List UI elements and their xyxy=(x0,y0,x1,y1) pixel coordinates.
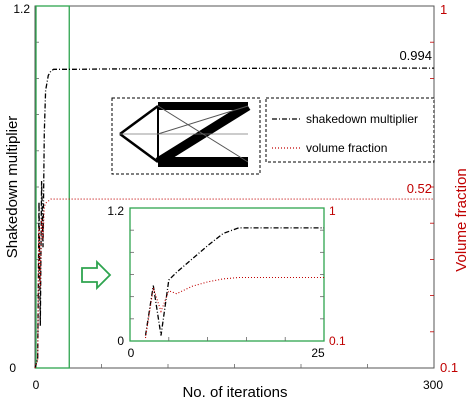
inset-series-shakedown-multiplier xyxy=(144,227,324,336)
inset-y-left-tick-top: 1.2 xyxy=(107,204,124,218)
inset-right-ticks xyxy=(320,229,324,320)
inset-plot-frame xyxy=(129,207,325,342)
annotation-volume-final: 0.52 xyxy=(407,181,432,196)
main-y-left-tick-top: 1.2 xyxy=(13,2,30,16)
legend-label-shakedown: shakedown multiplier xyxy=(306,112,418,126)
y-axis-label-right: Volume fraction xyxy=(453,168,470,271)
main-y-left-tick-bottom: 0 xyxy=(9,361,16,375)
right-arrow-icon xyxy=(81,259,112,291)
inset-left-ticks xyxy=(130,229,134,320)
x-axis-label: No. of iterations xyxy=(182,384,287,401)
y-axis-label-left: Shakedown multiplier xyxy=(4,116,21,259)
inset-x-tick-right: 25 xyxy=(311,346,325,360)
main-y-right-tick-top: 1 xyxy=(440,2,447,17)
main-series-shakedown-multiplier xyxy=(34,67,434,369)
inset-y-right-tick-bottom: 0.1 xyxy=(329,334,346,348)
main-bottom-ticks xyxy=(101,364,368,368)
main-series-volume-fraction xyxy=(34,198,434,369)
main-x-tick-right: 300 xyxy=(423,378,443,392)
annotation-shakedown-final: 0.994 xyxy=(399,48,432,63)
legend-label-volume: volume fraction xyxy=(306,141,387,155)
inset-bottom-ticks xyxy=(168,337,286,341)
inset-chart: 1.2 0 1 0.1 0 25 xyxy=(107,204,346,360)
highlight-region xyxy=(35,5,70,369)
inset-x-tick-left: 0 xyxy=(128,346,135,360)
legend: shakedown multiplier volume fraction xyxy=(265,97,435,163)
truss-structure-icon xyxy=(111,97,261,175)
main-x-tick-left: 0 xyxy=(33,378,40,392)
inset-y-right-tick-top: 1 xyxy=(329,204,336,218)
inset-y-left-tick-bottom: 0 xyxy=(117,334,124,348)
main-y-right-tick-bottom: 0.1 xyxy=(440,360,458,375)
